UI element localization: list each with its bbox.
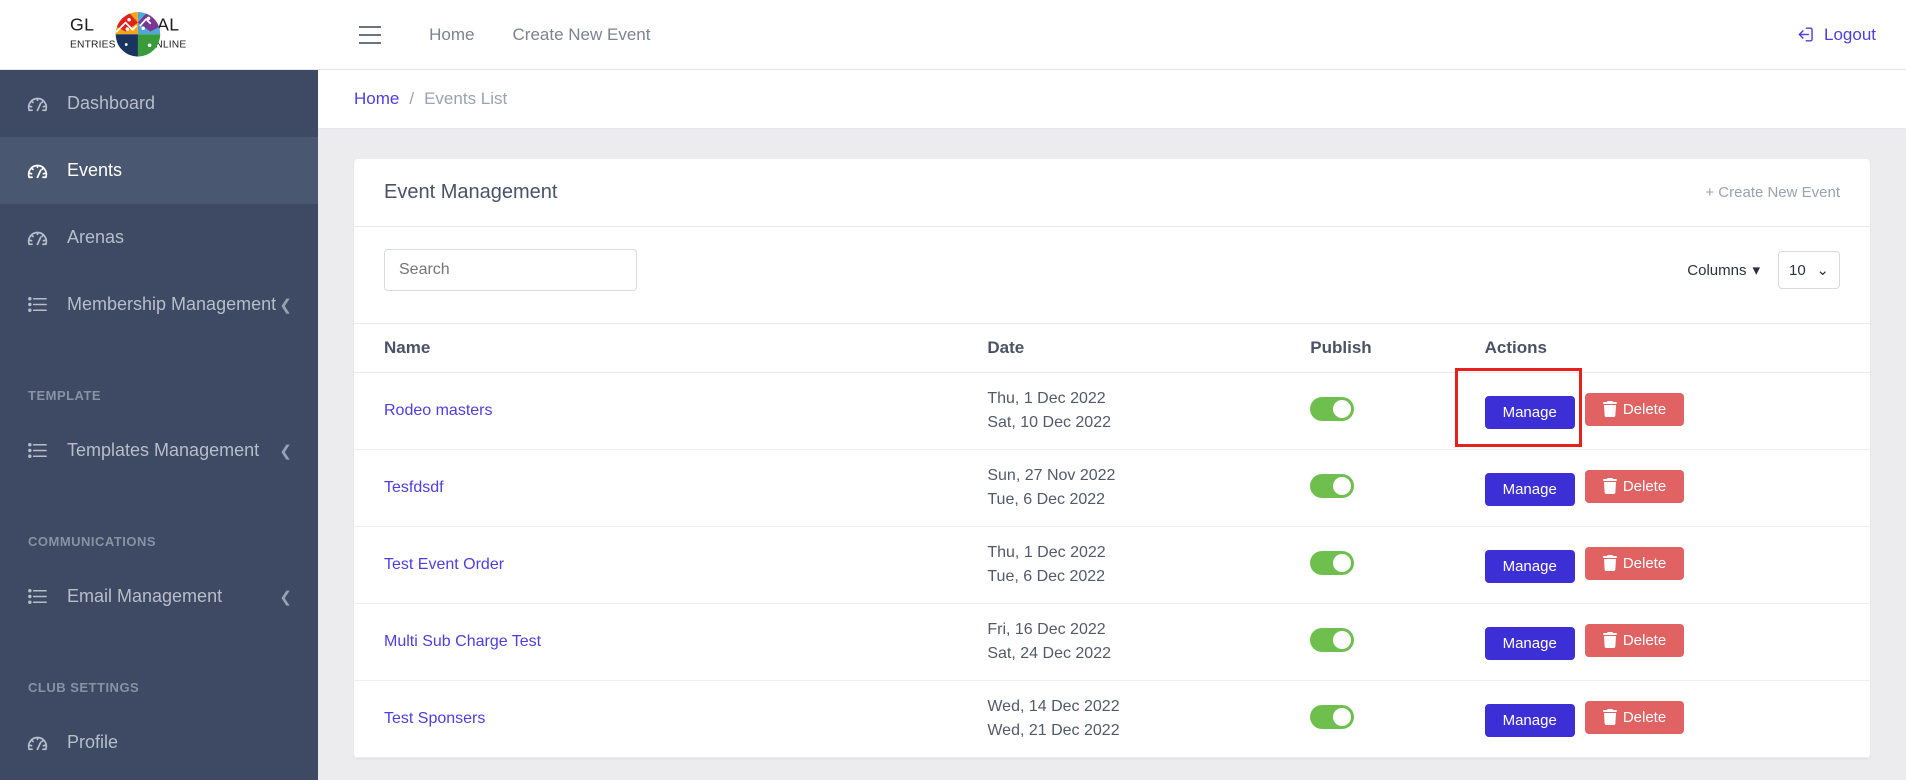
svg-text:ENTRIES: ENTRIES: [70, 39, 116, 50]
svg-text:GL: GL: [70, 14, 94, 34]
